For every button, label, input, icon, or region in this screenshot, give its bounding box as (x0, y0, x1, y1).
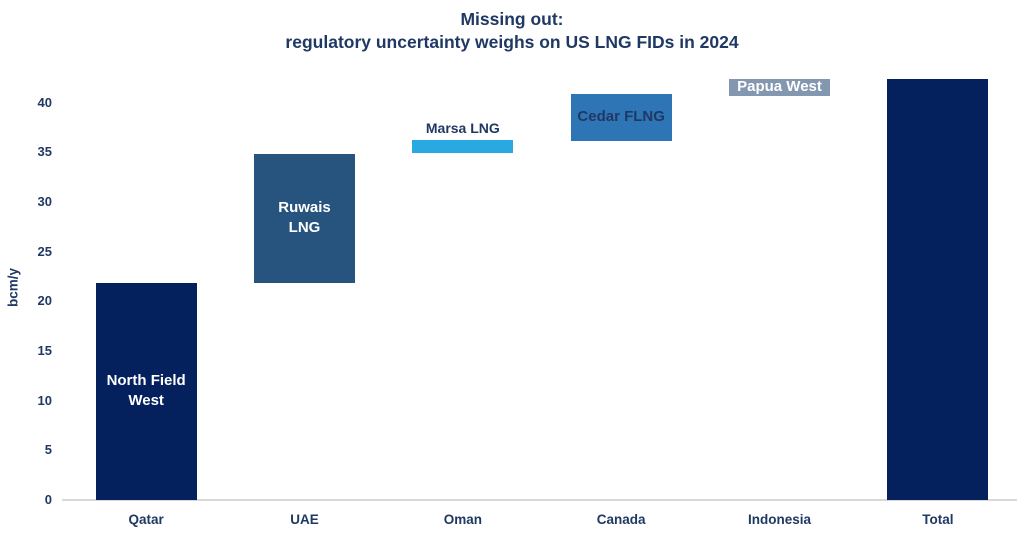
bar-label-indonesia: Papua West (737, 78, 822, 96)
y-tick-label: 35 (37, 144, 52, 160)
bar-qatar: North Field West (95, 282, 197, 500)
chart-title-line2: regulatory uncertainty weighs on US LNG … (285, 32, 739, 53)
x-axis-label-indonesia: Indonesia (747, 512, 811, 527)
chart-title-line1: Missing out: (460, 9, 564, 29)
bar-label-oman: Marsa LNG (425, 119, 500, 136)
chart-title: Missing out: regulatory uncertainty weig… (0, 8, 1024, 54)
y-tick-label: 30 (37, 194, 52, 210)
x-axis-line (62, 499, 1017, 501)
bar-oman (412, 139, 514, 154)
bar-label-canada: Cedar FLNG (577, 108, 665, 126)
bar-indonesia: Papua West (729, 78, 830, 96)
y-tick-label: 15 (37, 343, 52, 359)
bar-label-uae: Ruwais LNG (278, 199, 331, 237)
x-axis-label-oman: Oman (443, 512, 482, 527)
y-tick-label: 5 (44, 442, 52, 458)
bar-total (887, 78, 989, 500)
bar-label-qatar: North Field West (106, 372, 186, 410)
y-tick-label: 25 (37, 243, 52, 259)
bar-uae: Ruwais LNG (254, 154, 355, 283)
y-tick-label: 40 (37, 94, 52, 110)
x-axis-label-uae: UAE (290, 512, 319, 527)
y-tick-label: 20 (37, 293, 52, 309)
y-tick-label: 10 (37, 392, 52, 408)
y-tick-label: 0 (44, 492, 52, 508)
x-axis-label-qatar: Qatar (128, 512, 164, 527)
bar-canada: Cedar FLNG (570, 93, 672, 141)
y-axis-title: bcm/y (5, 267, 21, 308)
x-axis-label-canada: Canada (596, 512, 646, 527)
x-axis-label-total: Total (922, 512, 954, 527)
